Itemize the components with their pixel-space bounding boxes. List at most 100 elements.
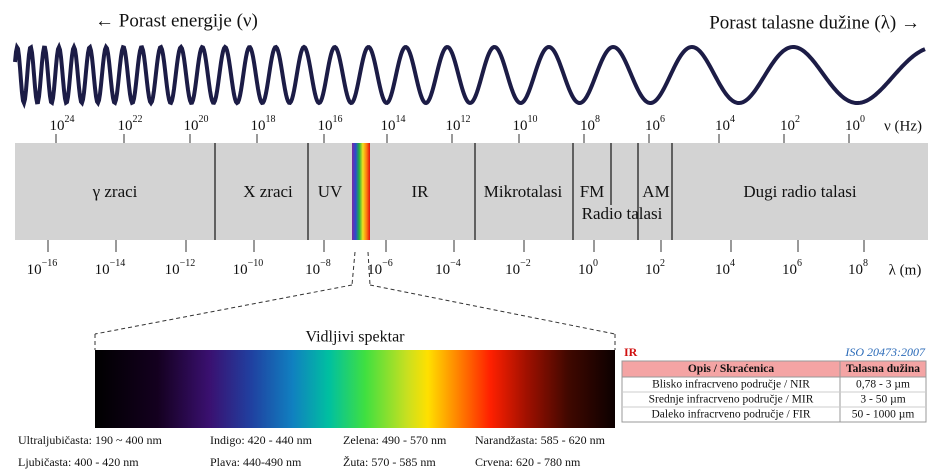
scale-base: 10 [381,118,396,134]
band-label: X zraci [243,182,293,201]
scale-base: 10 [848,262,863,278]
wavelength-label: Porast talasne dužine (λ) → [709,12,920,33]
scale-base: 10 [184,118,199,134]
scale-label: 10−8 [305,258,331,278]
scale-exp: −12 [180,258,196,269]
scale-exp: −16 [42,258,58,269]
scale-base: 10 [251,118,266,134]
scale-base: 10 [715,118,730,134]
scale-base: 10 [367,262,382,278]
table-cell: Blisko infracrveno područje / NIR [652,379,810,391]
wave [13,41,926,110]
scale-exp: 2 [660,258,665,269]
scale-exp: 12 [461,114,471,125]
scale-base: 10 [513,118,528,134]
scale-exp: −14 [110,258,126,269]
scale-label: 102 [645,258,665,278]
scale-exp: 4 [730,114,735,125]
scale-label: 1012 [446,114,471,134]
visible-strip [352,143,370,240]
visible-title: Vidljivi spektar [305,329,405,346]
color-range: Zelena: 490 - 570 nm [343,433,447,447]
color-range: Žuta: 570 - 585 nm [343,455,436,469]
scale-label: 1010 [513,114,538,134]
scale-exp: 16 [333,114,343,125]
scale-label: 1020 [184,114,209,134]
table-body-bg [621,376,927,423]
wavelength-unit: λ (m) [889,262,922,278]
scale-base: 10 [305,262,320,278]
scale-exp: 6 [660,114,665,125]
table-cell: Daleko infracrveno područje / FIR [651,409,810,421]
band-label: γ zraci [92,182,138,201]
scale-label: 1014 [381,114,406,134]
ir-table: IR ISO 20473:2007 Opis / Skraćenica Talas… [621,345,927,423]
scale-label: 10−2 [505,258,531,278]
scale-base: 10 [505,262,520,278]
ir-standard: ISO 20473:2007 [844,345,926,359]
scale-label: 10−6 [367,258,393,278]
scale-base: 10 [118,118,133,134]
table-cell: 0,78 - 3 µm [856,379,910,391]
scale-label: 106 [645,114,665,134]
scale-label: 10−12 [165,258,196,278]
scale-label: 108 [848,258,868,278]
scale-exp: 24 [65,114,75,125]
scale-base: 10 [233,262,248,278]
scale-label: 100 [845,114,865,134]
band-dividers [214,143,673,240]
scale-exp: 0 [593,258,598,269]
ir-label: IR [624,345,638,359]
scale-label: 108 [580,114,600,134]
scale-exp: 18 [266,114,276,125]
color-range: Indigo: 420 - 440 nm [210,433,313,447]
zoom-lines [94,251,616,350]
scale-label: 1024 [50,114,75,134]
color-range: Plava: 440-490 nm [210,455,302,469]
scale-label: 10−14 [95,258,126,278]
scale-exp: 4 [730,258,735,269]
scale-label: 106 [782,258,802,278]
band-label: AM [642,182,669,201]
scale-label: 104 [715,114,735,134]
table-cell: 3 - 50 µm [860,394,905,406]
scale-base: 10 [446,118,461,134]
scale-base: 10 [95,262,110,278]
table-header: Opis / Skraćenica [688,363,775,375]
band-label: UV [318,182,343,201]
scale-exp: 10 [528,114,538,125]
scale-exp: 22 [133,114,143,125]
scale-label: 1018 [251,114,276,134]
scale-exp: 14 [396,114,406,125]
band-label: FM [580,182,605,201]
scale-exp: −10 [248,258,264,269]
band-label: Radio talasi [582,204,663,223]
scale-label: 1022 [118,114,143,134]
frequency-unit: ν (Hz) [884,118,922,134]
color-range: Narandžasta: 585 - 620 nm [475,433,606,447]
scale-exp: −6 [382,258,393,269]
scale-label: 10−10 [233,258,264,278]
scale-exp: 6 [797,258,802,269]
band-label: IR [412,182,430,201]
band-label: Dugi radio talasi [743,182,857,201]
band-label: Mikrotalasi [484,182,563,201]
scale-base: 10 [645,118,660,134]
color-range: Crvena: 620 - 780 nm [475,455,581,469]
scale-base: 10 [845,118,860,134]
color-range: Ljubičasta: 400 - 420 nm [18,455,139,469]
scale-base: 10 [782,262,797,278]
scale-base: 10 [165,262,180,278]
scale-base: 10 [435,262,450,278]
scale-base: 10 [645,262,660,278]
scale-base: 10 [715,262,730,278]
scale-exp: 8 [863,258,868,269]
scale-exp: −2 [520,258,531,269]
scale-label: 100 [578,258,598,278]
scale-exp: 0 [860,114,865,125]
scale-base: 10 [780,118,795,134]
scale-label: 10−4 [435,258,461,278]
scale-exp: 8 [595,114,600,125]
visible-gradient [95,350,615,428]
scale-exp: −4 [450,258,461,269]
